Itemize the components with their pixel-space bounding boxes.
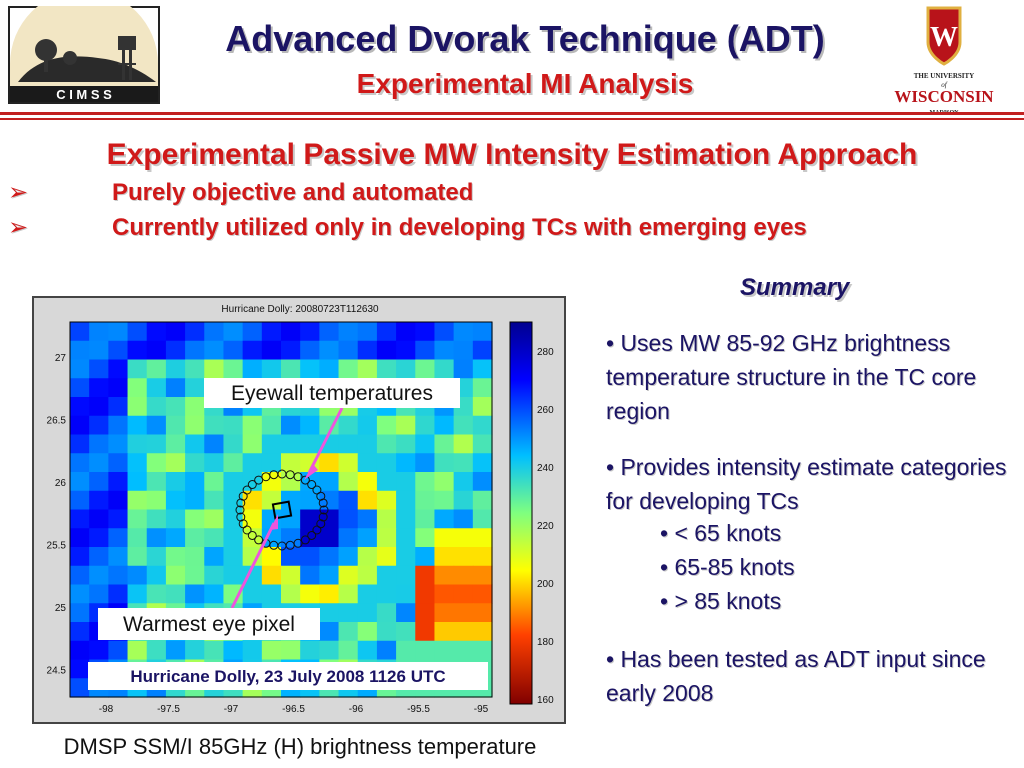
colorbar-tick-label: 260 xyxy=(537,405,554,416)
intro-bullet-text: Purely objective and automated xyxy=(112,179,474,206)
header-rule-bottom xyxy=(0,118,1024,120)
eyewall-point xyxy=(318,512,328,522)
colorbar-tick-label: 220 xyxy=(537,521,554,532)
svg-text:W: W xyxy=(930,22,958,53)
eyewall-point xyxy=(307,480,317,490)
page-subtitle: Experimental MI Analysis xyxy=(356,68,694,99)
colorbar xyxy=(509,321,533,705)
eyewall-point xyxy=(254,475,264,485)
summary-title: Summary xyxy=(740,274,850,301)
eyewall-point xyxy=(300,535,310,545)
figure-caption: DMSP SSM/I 85GHz (H) brightness temperat… xyxy=(63,734,537,759)
y-tick-label: 24.5 xyxy=(47,666,67,677)
intro-bullet-2: ➢ Currently utilized only in developing T… xyxy=(8,213,807,242)
eyewall-label: Eyewall temperatures xyxy=(231,382,433,405)
summary-item-2: • Provides intensity estimate categories… xyxy=(606,454,1007,514)
cimss-logo-text: C I M S S xyxy=(56,87,112,102)
y-tick-label: 25.5 xyxy=(47,541,67,552)
eyewall-arrowhead xyxy=(304,464,318,480)
summary-item-3: • Has been tested as ADT input since ear… xyxy=(606,646,986,706)
eyewall-point xyxy=(235,505,245,515)
eyewall-point xyxy=(316,491,326,501)
x-tick-label: -98 xyxy=(99,704,114,715)
y-tick-label: 25 xyxy=(55,603,67,614)
warmest-pixel-marker xyxy=(271,500,293,520)
eyewall-point xyxy=(242,485,252,495)
eyewall-point xyxy=(293,472,303,482)
header-rule-top xyxy=(0,112,1024,115)
x-tick-label: -95.5 xyxy=(407,704,430,715)
warmest-label-box xyxy=(98,608,320,640)
eyewall-point xyxy=(318,498,328,508)
colorbar-tick-label: 160 xyxy=(537,695,554,706)
uw-logo-line1: THE UNIVERSITY xyxy=(914,72,975,80)
warmest-arrowhead xyxy=(270,514,278,530)
colorbar-tick-label: 280 xyxy=(537,347,554,358)
y-tick-label: 26 xyxy=(55,478,67,489)
x-tick-label: -97 xyxy=(224,704,239,715)
colorbar-tick-label: 200 xyxy=(537,579,554,590)
eyewall-ring xyxy=(235,469,329,551)
uw-madison-logo: W THE UNIVERSITY of WISCONSIN MADISON xyxy=(894,6,994,116)
uw-logo-line2: of xyxy=(941,81,948,89)
eyewall-point xyxy=(238,519,248,529)
eyewall-point xyxy=(312,525,322,535)
brightness-temperature-figure: Hurricane Dolly: 20080723T112630 27 26.5 2… xyxy=(32,296,566,724)
x-tick-label: -95 xyxy=(474,704,489,715)
eyewall-point xyxy=(319,505,329,515)
warmest-arrow xyxy=(230,522,276,609)
uw-logo-line3: WISCONSIN xyxy=(894,87,994,106)
plot-title: Hurricane Dolly: 20080723T112630 xyxy=(221,304,379,315)
storm-label: Hurricane Dolly, 23 July 2008 1126 UTC xyxy=(130,667,445,686)
colorbar-tick-label: 180 xyxy=(537,637,554,648)
eyewall-point xyxy=(247,530,257,540)
x-tick-label: -96 xyxy=(349,704,364,715)
x-tick-label: -96.5 xyxy=(282,704,305,715)
intro-bullet-text: Currently utilized only in developing TC… xyxy=(112,214,807,241)
summary-subitem-1: • < 65 knots xyxy=(660,520,782,546)
summary-subitem-3: • > 85 knots xyxy=(660,588,782,614)
figure-svg: Hurricane Dolly: 20080723T112630 27 26.5 2… xyxy=(47,304,555,715)
summary-item-1: • Uses MW 85-92 GHz brightness temperatu… xyxy=(606,330,977,424)
y-tick-label: 26.5 xyxy=(47,416,67,427)
arrow-bullet-icon: ➢ xyxy=(8,178,29,206)
eyewall-point xyxy=(300,475,310,485)
eyewall-point xyxy=(254,535,264,545)
cimss-logo: C I M S S xyxy=(8,6,160,104)
x-tick-label: -97.5 xyxy=(157,704,180,715)
colorbar-tick-label: 240 xyxy=(537,463,554,474)
arrow-bullet-icon: ➢ xyxy=(8,213,29,241)
storm-label-box xyxy=(88,662,488,690)
warmest-label: Warmest eye pixel xyxy=(123,613,295,636)
eyewall-arrow xyxy=(307,407,344,474)
page-title: Advanced Dvorak Technique (ADT) xyxy=(225,18,825,59)
eyewall-point xyxy=(236,512,246,522)
section-heading: Experimental Passive MW Intensity Estima… xyxy=(106,138,918,171)
y-tick-label: 27 xyxy=(55,353,67,364)
plot-border xyxy=(69,321,493,698)
intro-bullet-1: ➢ Purely objective and automated xyxy=(8,178,473,207)
eyewall-point xyxy=(247,480,257,490)
eyewall-point xyxy=(236,498,246,508)
eyewall-point xyxy=(307,530,317,540)
summary-subitem-2: • 65-85 knots xyxy=(660,554,795,580)
eyewall-label-box xyxy=(204,378,460,408)
